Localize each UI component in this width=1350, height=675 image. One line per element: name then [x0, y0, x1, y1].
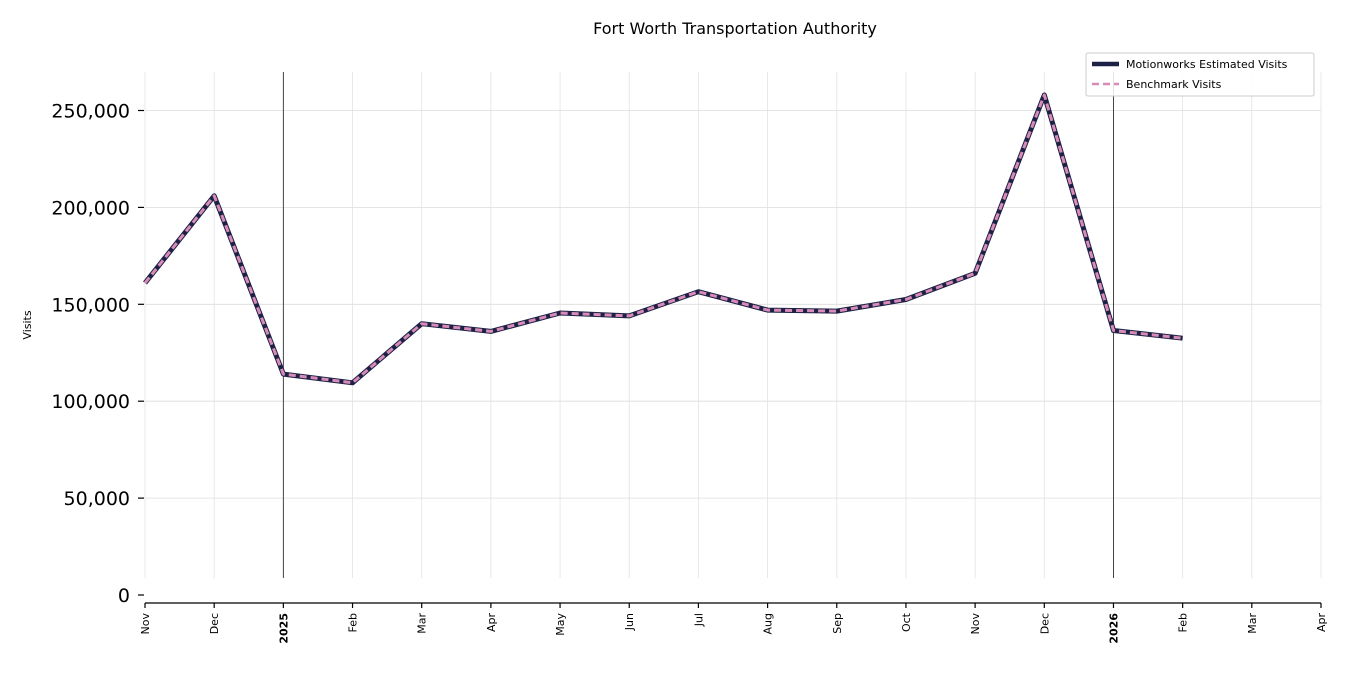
chart-title: Fort Worth Transportation Authority — [593, 19, 877, 38]
axes: 0 50,000 100,000 150,000 200,000 250,000 Nov De… — [51, 101, 1328, 644]
x-tick-label: Jun — [623, 613, 636, 631]
x-tick-label: Apr — [485, 613, 498, 633]
legend-label: Benchmark Visits — [1126, 78, 1222, 91]
x-tick-label: Aug — [762, 613, 775, 634]
y-tick-label: 0 — [118, 585, 130, 607]
series-line-1 — [145, 95, 1183, 383]
series-lines — [145, 95, 1183, 383]
grid — [145, 72, 1321, 578]
x-tick-label: Feb — [1177, 613, 1190, 632]
x-tick-label: Mar — [416, 613, 429, 634]
x-tick-label: May — [554, 613, 567, 636]
y-tick-label: 100,000 — [51, 391, 130, 413]
x-tick-label: 2026 — [1107, 613, 1120, 644]
y-tick-label: 200,000 — [51, 197, 130, 219]
x-tick-label: 2025 — [277, 613, 290, 644]
y-tick-label: 250,000 — [51, 101, 130, 123]
x-tick-label: Apr — [1315, 613, 1328, 633]
x-tick-label: Sep — [831, 613, 844, 634]
x-tick-label: Mar — [1246, 613, 1259, 634]
x-tick-label: Oct — [900, 612, 913, 632]
y-axis-label: Visits — [21, 310, 34, 339]
y-tick-label: 50,000 — [64, 488, 130, 510]
y-tick-label: 150,000 — [51, 294, 130, 316]
x-tick-label: Nov — [139, 613, 152, 635]
x-tick-label: Dec — [208, 613, 221, 634]
x-tick-label: Feb — [347, 613, 360, 632]
x-tick-label: Dec — [1038, 613, 1051, 634]
legend-label: Motionworks Estimated Visits — [1126, 58, 1288, 71]
x-tick-label: Jul — [692, 613, 705, 627]
legend: Motionworks Estimated Visits Benchmark Vi… — [1086, 53, 1314, 96]
x-tick-label: Nov — [969, 613, 982, 635]
